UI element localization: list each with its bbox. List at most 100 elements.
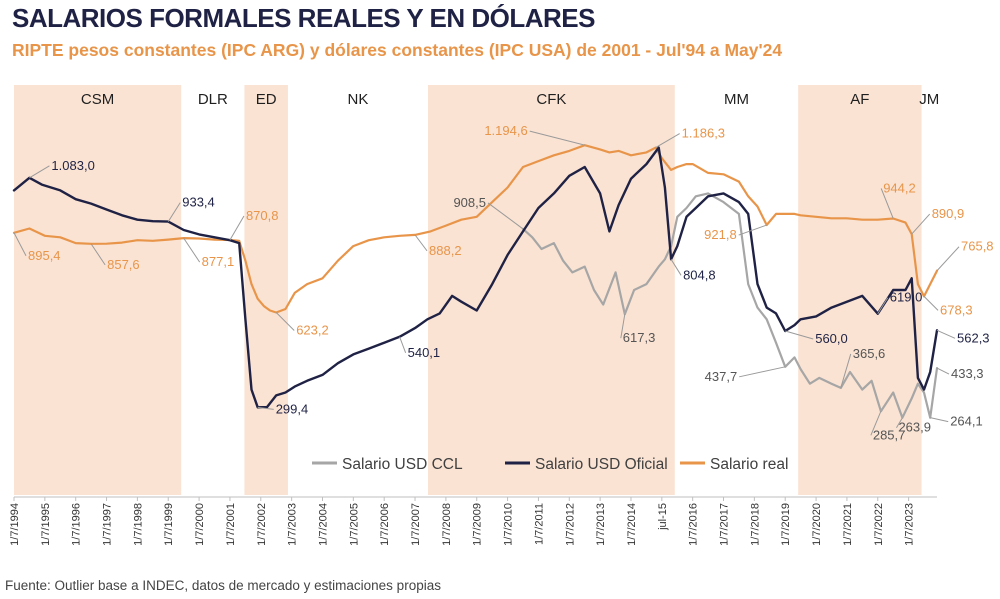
annotation-leader — [877, 297, 889, 314]
data-label: 623,2 — [296, 322, 329, 337]
x-tick-label: 1/7/2010 — [503, 503, 515, 546]
data-label: 540,1 — [408, 345, 441, 360]
x-tick-label: 1/7/2004 — [317, 503, 329, 546]
annotation-leader — [487, 202, 524, 230]
x-tick-label: 1/7/2013 — [595, 503, 607, 546]
x-tick-label: 1/7/2007 — [410, 503, 422, 546]
x-tick-label: 1/7/2005 — [348, 503, 360, 546]
x-tick-label: 1/7/2022 — [873, 503, 885, 546]
annotation-leader — [183, 237, 201, 263]
data-label: 264,1 — [950, 414, 983, 429]
annotation-leader — [399, 336, 407, 354]
annotation-leader — [936, 246, 960, 272]
data-label: 1.194,6 — [484, 123, 527, 138]
annotation-leader — [29, 165, 50, 179]
annotation-leader — [936, 367, 950, 375]
x-tick-label: 1/7/2000 — [194, 503, 206, 546]
data-label: 437,7 — [705, 369, 738, 384]
period-label: AF — [850, 91, 869, 108]
data-label: 857,6 — [107, 257, 140, 272]
annotation-leader — [785, 330, 814, 340]
x-tick-label: 1/7/2019 — [780, 503, 792, 546]
x-tick-label: 1/7/1998 — [132, 503, 144, 546]
period-label: JM — [919, 91, 939, 108]
annotation-leader — [923, 296, 939, 311]
period-band — [427, 85, 675, 495]
annotation-leader — [257, 406, 274, 410]
x-tick-label: 1/7/2009 — [472, 503, 484, 546]
annotation-leader — [275, 312, 295, 331]
x-tick-label: 1/7/2020 — [811, 503, 823, 546]
legend-label: Salario real — [710, 456, 788, 473]
annotation-leader — [880, 188, 894, 219]
annotation-leader — [739, 366, 786, 378]
data-label: 285,7 — [873, 427, 906, 442]
data-label: 908,5 — [453, 195, 486, 210]
x-tick-label: 1/7/2014 — [626, 503, 638, 546]
data-label: 870,8 — [246, 208, 279, 223]
period-label: CFK — [536, 91, 566, 108]
data-label: 765,8 — [961, 239, 994, 254]
data-label: 888,2 — [429, 243, 462, 258]
x-tick-label: 1/7/1999 — [163, 503, 175, 546]
x-tick-label: 1/7/2016 — [688, 503, 700, 546]
data-label: 263,9 — [898, 420, 931, 435]
data-label: 933,4 — [182, 195, 215, 210]
annotation-leader — [414, 234, 428, 252]
annotation-leader — [870, 411, 882, 436]
x-tick-label: 1/7/2012 — [564, 503, 576, 546]
data-label: 890,9 — [932, 206, 965, 221]
data-label: 804,8 — [683, 267, 716, 282]
x-tick-label: 1/7/2002 — [256, 503, 268, 546]
x-tick-label: 1/7/2018 — [749, 503, 761, 546]
data-label: 895,4 — [28, 248, 61, 263]
annotation-leader — [620, 314, 626, 339]
data-label: 1.083,0 — [51, 158, 94, 173]
annotation-leader — [936, 329, 956, 339]
annotation-leader — [529, 130, 585, 146]
annotation-leader — [930, 417, 949, 423]
x-tick-label: 1/7/2011 — [533, 503, 545, 545]
data-label: 433,3 — [951, 366, 984, 381]
data-label: 562,3 — [957, 330, 990, 345]
series-line-salario-real — [12, 144, 939, 314]
x-tick-label: 1/7/1996 — [71, 503, 83, 546]
source-note: Fuente: Outlier base a INDEC, datos de m… — [5, 578, 441, 593]
annotation-leader — [229, 215, 245, 241]
x-tick-label: 1/7/2001 — [225, 503, 237, 546]
data-label: 877,1 — [202, 254, 235, 269]
x-tick-label: 1/7/1995 — [40, 503, 52, 546]
annotation-leader — [840, 353, 852, 389]
series-line-salario-oficial — [12, 146, 939, 409]
x-tick-label: 1/7/2023 — [904, 503, 916, 546]
data-label: 1.186,3 — [682, 126, 725, 141]
legend-label: Salario USD CCL — [342, 456, 463, 473]
annotation-leader — [670, 259, 682, 276]
period-label: MM — [724, 91, 749, 108]
period-label: ED — [256, 91, 277, 108]
annotation-leader — [167, 202, 181, 222]
annotation-leader — [911, 213, 931, 235]
period-label: NK — [348, 91, 369, 108]
x-tick-label: 1/7/1997 — [102, 503, 114, 546]
data-label: 678,3 — [940, 302, 973, 317]
x-tick-label: 1/7/2017 — [719, 503, 731, 546]
data-label: 299,4 — [276, 401, 309, 416]
period-band — [14, 85, 182, 495]
annotation-leader — [13, 232, 27, 257]
data-label: 619,0 — [890, 290, 923, 305]
chart-title: SALARIOS FORMALES REALES Y EN DÓLARES — [12, 3, 595, 33]
data-label: 365,6 — [853, 346, 886, 361]
data-label: 944,2 — [883, 180, 916, 195]
legend-label: Salario USD Oficial — [535, 456, 668, 473]
x-tick-label: jul-15 — [657, 503, 669, 531]
x-tick-label: 1/7/2006 — [379, 503, 391, 546]
period-band — [244, 85, 288, 495]
annotation-leader — [90, 243, 106, 266]
data-label: 921,8 — [704, 227, 737, 242]
series-line-salario-ccl — [521, 192, 939, 419]
x-tick-label: 1/7/2008 — [441, 503, 453, 546]
chart-subtitle: RIPTE pesos constantes (IPC ARG) y dólar… — [12, 40, 783, 60]
annotation-leader — [738, 224, 767, 236]
